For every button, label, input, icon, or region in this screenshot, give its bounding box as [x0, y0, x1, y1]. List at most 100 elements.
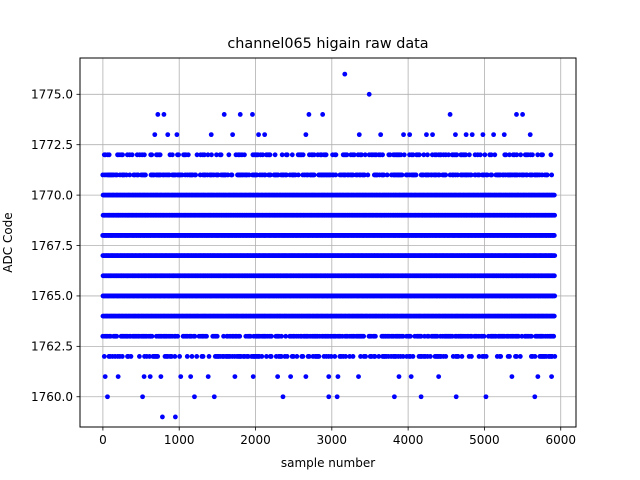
data-point [520, 112, 525, 117]
data-point [209, 152, 214, 158]
y-tick-label: 1760.0 [31, 390, 73, 404]
data-point [172, 354, 178, 359]
data-point [294, 354, 300, 359]
data-point [175, 333, 181, 339]
data-point [548, 152, 554, 158]
data-point [316, 354, 322, 359]
data-point [143, 172, 148, 178]
data-point [155, 354, 161, 359]
data-point [152, 132, 158, 138]
data-point [549, 172, 555, 178]
data-point [335, 374, 341, 379]
data-point [527, 132, 533, 138]
data-point [356, 374, 361, 379]
data-point [532, 394, 538, 400]
data-point [185, 152, 191, 158]
data-point [256, 132, 261, 138]
data-point [342, 71, 348, 77]
data-point [551, 233, 557, 238]
y-axis-title: ADC Code [1, 212, 15, 272]
data-point [178, 374, 184, 379]
x-axis-title: sample number [281, 456, 375, 470]
data-point [410, 354, 416, 359]
data-point [391, 394, 397, 400]
data-point [469, 354, 474, 359]
data-point [552, 253, 558, 259]
data-point [408, 374, 414, 379]
data-point [436, 374, 442, 379]
data-point [115, 374, 121, 379]
data-point [160, 414, 165, 420]
data-point [378, 132, 384, 138]
data-points [100, 71, 558, 420]
data-point [430, 132, 435, 138]
data-point [483, 394, 489, 400]
data-point [483, 354, 489, 359]
data-point [549, 374, 554, 379]
data-point [129, 152, 135, 158]
data-point [279, 333, 284, 339]
data-point [267, 152, 273, 158]
x-tick-label: 5000 [469, 433, 500, 447]
x-tick-label: 3000 [317, 433, 348, 447]
data-point [218, 152, 224, 158]
data-point [333, 172, 339, 178]
data-point [229, 172, 235, 178]
data-point [192, 394, 197, 400]
data-point [303, 132, 309, 138]
x-tick-label: 4000 [393, 433, 424, 447]
data-point [149, 152, 155, 158]
data-point [303, 374, 309, 379]
data-point [268, 354, 274, 359]
data-point [498, 354, 504, 359]
data-point [119, 354, 125, 359]
data-point [552, 293, 558, 299]
y-tick-label: 1775.0 [31, 88, 73, 102]
data-point [551, 192, 557, 198]
data-point [140, 394, 145, 400]
data-point [259, 354, 265, 359]
data-point [459, 354, 465, 359]
data-point [157, 152, 163, 158]
y-tick-label: 1765.0 [31, 289, 73, 303]
data-point [284, 152, 290, 158]
data-point [361, 333, 367, 339]
y-tick-label: 1770.0 [31, 188, 73, 202]
data-point [200, 354, 206, 359]
data-point [232, 374, 238, 379]
data-point [413, 172, 419, 178]
data-point [237, 333, 243, 339]
data-point [466, 152, 472, 158]
data-point [530, 152, 535, 158]
data-point [208, 132, 214, 138]
data-point [401, 132, 406, 138]
data-point [552, 273, 557, 279]
data-point [363, 354, 368, 359]
data-point [206, 354, 212, 359]
data-point [174, 132, 180, 138]
data-point [333, 152, 339, 158]
data-point [300, 152, 306, 158]
data-point [517, 354, 523, 359]
data-point [194, 354, 200, 359]
data-point [137, 354, 142, 359]
data-point [532, 354, 538, 359]
data-point [214, 333, 220, 339]
data-point [114, 333, 120, 339]
data-point [165, 132, 171, 138]
data-point [188, 374, 194, 379]
data-point [161, 112, 167, 117]
data-point [311, 172, 317, 178]
data-point [384, 172, 390, 178]
data-point [469, 132, 475, 138]
data-point [289, 152, 295, 158]
data-point [551, 313, 557, 319]
data-point [509, 374, 515, 379]
data-point [514, 112, 519, 117]
data-point [288, 374, 294, 379]
data-point [323, 152, 329, 158]
data-point [176, 152, 182, 158]
data-point [396, 374, 402, 379]
data-point [401, 152, 407, 158]
